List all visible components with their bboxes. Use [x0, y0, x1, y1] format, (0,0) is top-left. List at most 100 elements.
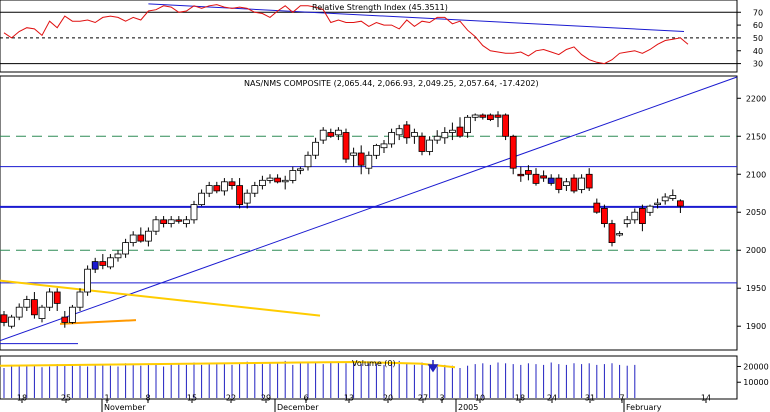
- candle-body: [608, 223, 616, 244]
- candle-body: [388, 132, 396, 145]
- candle-body: [296, 168, 304, 171]
- candle-body: [69, 306, 76, 323]
- candle-body: [365, 154, 373, 169]
- candle-body: [410, 132, 418, 137]
- candle-body: [122, 242, 129, 255]
- candle-body: [84, 268, 91, 293]
- candle-body: [61, 316, 69, 323]
- candle-body: [38, 306, 46, 320]
- x-month-label: November: [104, 403, 146, 412]
- candle-body: [144, 230, 152, 242]
- rsi-tick-label: 50: [753, 34, 763, 43]
- candle-body: [243, 192, 251, 204]
- candle-body: [616, 233, 623, 236]
- uptrend-line: [0, 76, 738, 342]
- candle-body: [107, 257, 114, 268]
- volume-layer: [0, 360, 636, 398]
- candle-body: [152, 219, 160, 232]
- candle-body: [319, 129, 327, 141]
- x-day-label: 3: [439, 394, 444, 403]
- volume-tick-label: 20000: [743, 363, 768, 372]
- candle-body: [654, 202, 661, 206]
- candle-body: [334, 129, 342, 136]
- x-month-label: February: [626, 403, 662, 412]
- x-day-label: 18: [515, 394, 525, 403]
- rsi-layer: [3, 3, 689, 65]
- candle-body: [137, 234, 145, 242]
- candle-body: [661, 196, 669, 202]
- candle-body: [593, 202, 601, 213]
- candle-body: [525, 170, 532, 175]
- candle-body: [372, 144, 380, 156]
- candle-body: [601, 207, 608, 224]
- price-panel-frame: [0, 75, 738, 351]
- candle-body: [304, 154, 312, 168]
- candle-body: [502, 114, 510, 137]
- x-day-label: 31: [585, 394, 595, 403]
- candle-body: [53, 291, 61, 304]
- candle-body: [631, 211, 639, 221]
- candle-body: [289, 170, 297, 181]
- candle-body: [167, 219, 175, 225]
- yellow-trendline: [0, 279, 321, 317]
- price-tick-label: 1900: [746, 322, 766, 331]
- candle-body: [8, 316, 16, 327]
- candle-body: [395, 128, 403, 136]
- rsi-trendline: [148, 3, 685, 33]
- candle-body: [99, 261, 107, 266]
- candle-body: [426, 139, 434, 152]
- rsi-tick-label: 30: [753, 60, 763, 69]
- candle-body: [350, 152, 358, 156]
- down-arrow-icon: [427, 360, 439, 373]
- candle-body: [228, 181, 236, 187]
- candle-body: [509, 135, 517, 169]
- rsi-tick-label: 70: [753, 8, 763, 17]
- candle-body: [448, 129, 456, 133]
- candle-body: [266, 177, 274, 181]
- candle-body: [258, 179, 266, 187]
- price-tick-label: 2000: [746, 246, 766, 255]
- candle-body: [456, 126, 464, 137]
- x-day-label: 8: [145, 394, 150, 403]
- candle-body: [403, 124, 411, 139]
- volume-title: Volume (0): [352, 359, 396, 368]
- x-day-label: 24: [547, 394, 557, 403]
- candle-body: [312, 141, 320, 156]
- candle-body: [91, 261, 99, 270]
- candle-body: [76, 291, 84, 308]
- candle-body: [327, 132, 335, 137]
- candle-body: [623, 219, 631, 225]
- candle-body: [639, 207, 646, 224]
- candle-body: [486, 114, 494, 120]
- candle-body: [570, 177, 578, 192]
- candle-body: [433, 135, 441, 141]
- candle-body: [517, 173, 525, 177]
- candle-body: [114, 253, 122, 259]
- x-month-label: December: [277, 403, 319, 412]
- candle-body: [175, 219, 183, 222]
- rsi-line: [3, 4, 689, 65]
- rsi-tick-label: 60: [753, 21, 763, 30]
- candle-body: [0, 314, 8, 323]
- price-tick-label: 2100: [746, 170, 766, 179]
- candle-body: [563, 181, 570, 187]
- candle-body: [205, 185, 213, 194]
- rsi-title: Relative Strength Index (45.3511): [312, 3, 448, 12]
- candle-body: [274, 177, 282, 183]
- candle-body: [555, 177, 563, 190]
- candle-body: [160, 219, 168, 225]
- candle-body: [669, 195, 677, 199]
- x-day-label: 7: [619, 394, 624, 403]
- x-day-label: 22: [226, 394, 236, 403]
- candle-body: [190, 204, 198, 221]
- candle-body: [585, 173, 593, 189]
- price-tick-label: 2150: [746, 132, 766, 141]
- candle-body: [578, 177, 585, 190]
- candle-body: [357, 152, 365, 166]
- candle-body: [15, 306, 23, 318]
- candle-body: [30, 299, 38, 316]
- x-day-label: 29: [261, 394, 271, 403]
- candle-body: [251, 185, 259, 194]
- candle-body: [547, 177, 555, 184]
- x-day-label: 10: [475, 394, 485, 403]
